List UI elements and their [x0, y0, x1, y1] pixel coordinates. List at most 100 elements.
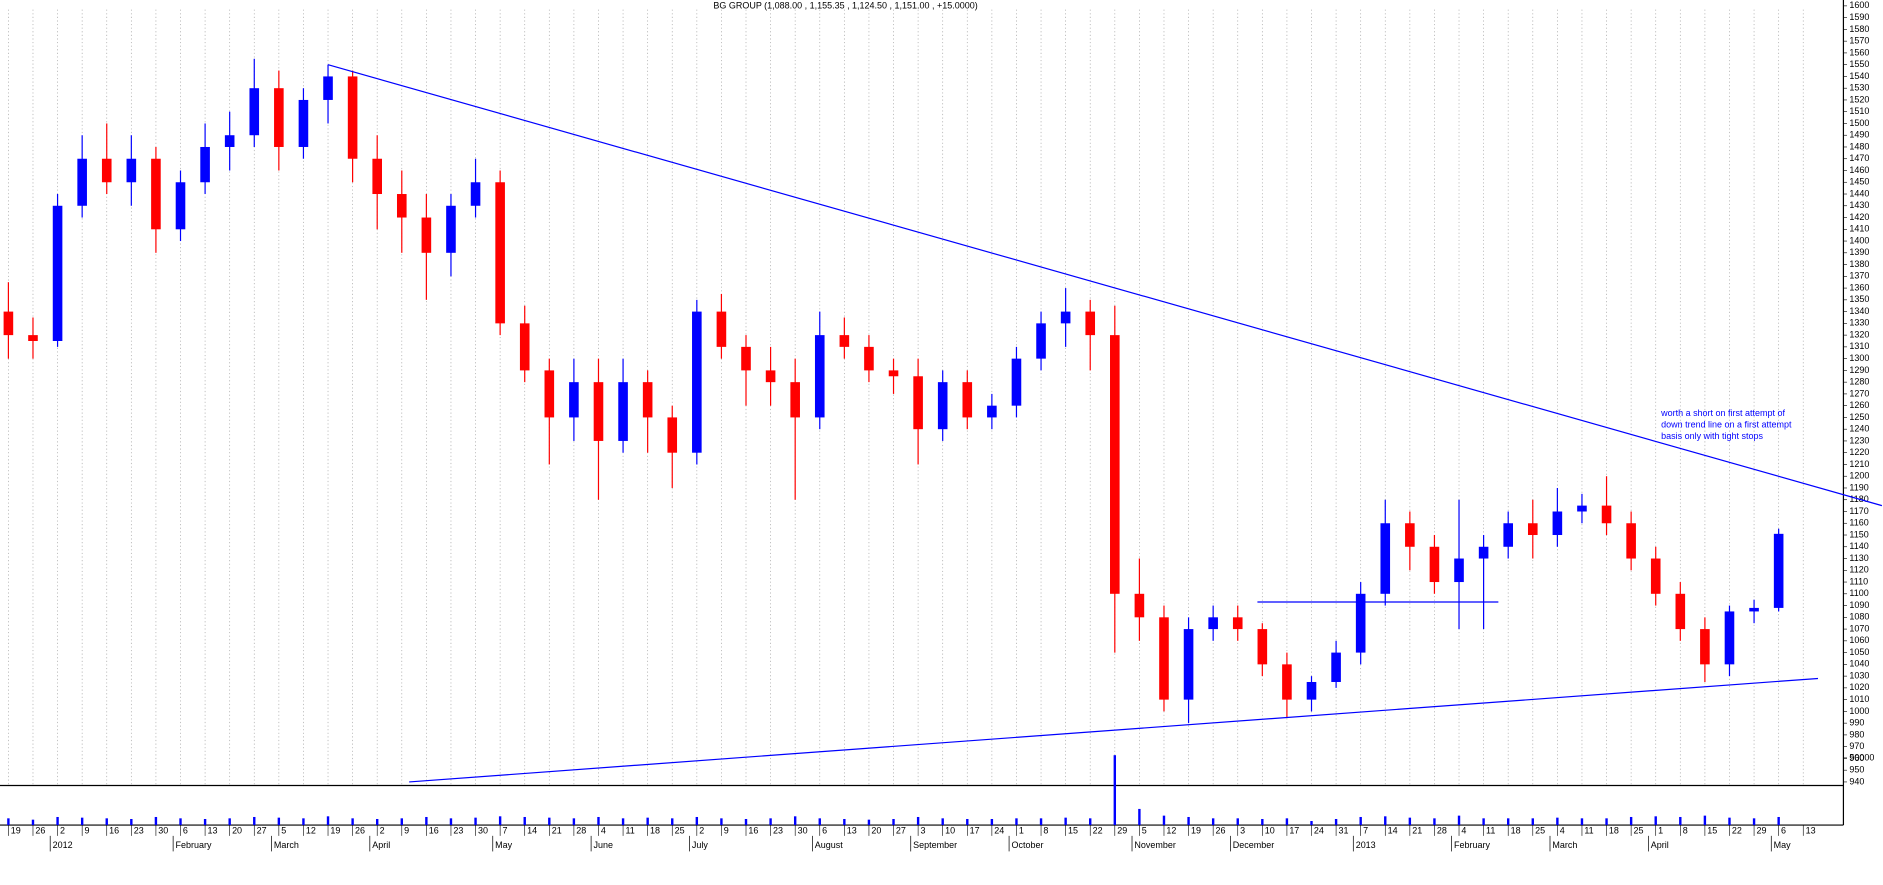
volume-bar — [892, 818, 895, 826]
volume-bar — [277, 817, 281, 826]
x-tick-label: 25 — [675, 825, 685, 835]
volume-bar — [720, 818, 723, 826]
month-label: July — [692, 840, 708, 850]
candle-body — [421, 217, 432, 253]
volume-bar — [1482, 818, 1485, 826]
candle-body — [151, 158, 161, 230]
x-tick-label: 11 — [625, 825, 634, 835]
y-tick-label: 1310 — [1849, 341, 1869, 351]
chart-title: BG GROUP (1,088.00 , 1,155.35 , 1,124.50… — [713, 0, 977, 10]
volume-bar — [597, 816, 600, 826]
x-tick-label: 18 — [1609, 825, 1619, 835]
month-label: May — [1774, 840, 1791, 850]
volume-bar — [1211, 818, 1215, 826]
x-tick-label: 22 — [1732, 825, 1742, 835]
volume-bar — [1162, 815, 1166, 826]
volume-bar — [1187, 816, 1190, 826]
candle-body — [1552, 511, 1563, 536]
volume-bar — [1556, 817, 1559, 826]
volume-bar — [990, 818, 994, 826]
volume-bar — [966, 818, 969, 826]
candle-body — [1183, 629, 1194, 700]
volume-bar — [1629, 816, 1633, 826]
x-tick-label: 17 — [1289, 825, 1299, 835]
y-tick-label: 1160 — [1849, 518, 1868, 528]
y-tick-label: 1450 — [1849, 177, 1869, 187]
x-tick-label: 5 — [281, 825, 286, 835]
candle-body — [1380, 523, 1391, 594]
candle-body — [814, 335, 825, 418]
candle-body — [1527, 523, 1538, 536]
y-tick-label: 1030 — [1849, 670, 1869, 680]
candle-body — [470, 182, 481, 206]
x-tick-label: 30 — [158, 825, 168, 835]
x-tick-label: 4 — [1461, 825, 1466, 835]
candle-body — [323, 76, 333, 100]
x-tick-label: 25 — [1634, 825, 1644, 835]
candle-body — [1110, 335, 1120, 594]
x-tick-label: 31 — [1338, 825, 1348, 835]
volume-bar — [548, 817, 551, 826]
volume-bar — [646, 817, 649, 826]
y-tick-label: 1300 — [1849, 353, 1869, 363]
y-tick-label: 1220 — [1849, 447, 1869, 457]
y-tick-label: 1320 — [1849, 329, 1869, 339]
x-tick-label: 23 — [134, 825, 144, 835]
volume-tick-label: 50000 — [1849, 752, 1874, 762]
x-tick-label: 26 — [1216, 825, 1226, 835]
x-tick-label: 9 — [724, 825, 729, 835]
candle-body — [1232, 617, 1243, 630]
x-tick-label: 20 — [871, 825, 881, 835]
x-tick-label: 27 — [257, 825, 267, 835]
x-tick-label: 29 — [1756, 825, 1766, 835]
volume-bar — [1113, 755, 1117, 826]
month-label: 2012 — [53, 840, 73, 850]
volume-bar — [1679, 816, 1682, 826]
x-tick-label: 16 — [748, 825, 758, 835]
x-tick-label: 24 — [994, 825, 1004, 835]
candle-body — [913, 376, 923, 430]
volume-bar — [1506, 818, 1510, 826]
y-tick-label: 1550 — [1849, 59, 1869, 69]
x-tick-label: 7 — [1363, 825, 1368, 835]
y-tick-label: 1520 — [1849, 94, 1869, 104]
candle-body — [200, 146, 210, 183]
y-tick-label: 980 — [1849, 729, 1864, 739]
candle-body — [1355, 593, 1366, 653]
candle-body — [692, 311, 702, 453]
candle-body — [1257, 629, 1268, 665]
volume-bar — [1261, 818, 1264, 826]
y-tick-label: 1430 — [1849, 200, 1869, 210]
candle-body — [175, 182, 186, 230]
x-tick-label: 18 — [650, 825, 660, 835]
x-tick-label: 23 — [773, 825, 783, 835]
volume-bar — [1236, 818, 1239, 826]
candle-body — [569, 382, 579, 418]
y-tick-label: 1440 — [1849, 188, 1869, 198]
candle-body — [347, 76, 358, 159]
candle-body — [987, 405, 997, 418]
y-tick-label: 1470 — [1849, 153, 1869, 163]
x-tick-label: 2 — [60, 825, 65, 835]
volume-bar — [1334, 818, 1338, 826]
y-tick-label: 1500 — [1849, 118, 1869, 128]
volume-bar — [1752, 818, 1756, 826]
x-tick-label: 28 — [576, 825, 586, 835]
candle-body — [1478, 546, 1489, 559]
x-tick-label: 21 — [1412, 825, 1422, 835]
x-tick-label: 16 — [109, 825, 119, 835]
month-label: August — [815, 840, 843, 850]
volume-bar — [228, 818, 231, 826]
candle-body — [790, 382, 800, 418]
x-tick-label: 19 — [1191, 825, 1201, 835]
x-tick-label: 30 — [798, 825, 808, 835]
month-label: November — [1134, 840, 1175, 850]
y-tick-label: 1460 — [1849, 165, 1869, 175]
volume-bar — [744, 818, 748, 826]
volume-bar — [793, 816, 797, 826]
month-label: March — [1552, 840, 1577, 850]
y-tick-label: 1120 — [1849, 565, 1868, 575]
candle-body — [1724, 611, 1735, 665]
y-tick-label: 1050 — [1849, 647, 1869, 657]
